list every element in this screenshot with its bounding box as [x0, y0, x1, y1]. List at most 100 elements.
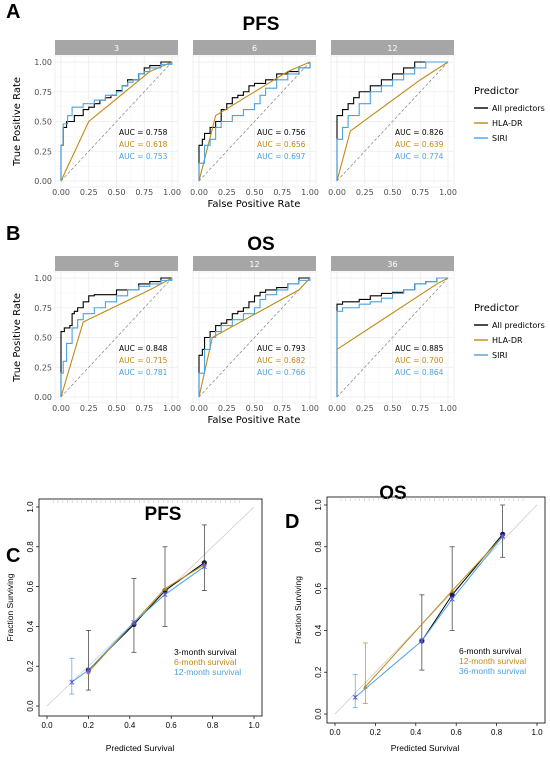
- calibration-line: [88, 564, 205, 673]
- roc-curve-hla: [198, 61, 311, 182]
- facet-36: 36 0.00 0.25 0.50 0.75 1.00 AUC = 0.885 AUC = 0…: [328, 256, 457, 413]
- roc-curve-siri: [198, 62, 311, 181]
- point-marker: [449, 588, 455, 593]
- y-tick-label: 1.0: [26, 501, 35, 513]
- roc-curve-siri: [198, 278, 311, 397]
- legend-item-siri: SIRI: [492, 134, 507, 143]
- x-tick-label: 0.50: [246, 188, 264, 197]
- panel-letter: C: [6, 545, 20, 567]
- facet-strip: [55, 256, 178, 271]
- x-tick-label: 0.2: [83, 721, 95, 730]
- x-tick-label: 0.00: [328, 404, 346, 413]
- x-tick-label: 1.00: [163, 188, 181, 197]
- x-tick-label: 0.50: [108, 188, 126, 197]
- calibration-series-2: [69, 564, 207, 695]
- y-tick-label: 0.2: [314, 666, 323, 678]
- x-tick-label: 0.00: [52, 188, 70, 197]
- facet-strip: [193, 40, 316, 55]
- auc-label-hla: AUC = 0.639: [395, 140, 444, 149]
- auc-label-hla: AUC = 0.715: [119, 356, 168, 365]
- x-tick-label: 0.0: [329, 728, 341, 737]
- point-marker: [162, 586, 168, 591]
- point-marker: [449, 596, 455, 602]
- x-tick-label: 0.6: [451, 728, 463, 737]
- legend-item-1: 6-month survival: [174, 657, 236, 667]
- auc-label-hla: AUC = 0.618: [119, 140, 168, 149]
- roc-curve-hla: [198, 277, 311, 398]
- y-tick-label: 0.25: [34, 147, 52, 156]
- facet-12: 12 0.00 0.25 0.50 0.75 1.00 AUC = 0.826 AUC = 0…: [328, 40, 457, 197]
- roc-curve-all: [198, 62, 311, 181]
- facet-label: 12: [249, 260, 259, 269]
- point-marker: [162, 591, 168, 598]
- y-tick-label: 0.75: [34, 304, 52, 313]
- auc-label-siri: AUC = 0.864: [395, 368, 444, 377]
- x-tick-label: 0.25: [356, 188, 374, 197]
- point-marker: [85, 667, 91, 673]
- facet-label: 36: [387, 260, 397, 269]
- y-tick-label: 0.0: [314, 708, 323, 720]
- x-tick-label: 0.75: [273, 404, 291, 413]
- panel-letter: B: [6, 223, 20, 245]
- facet-12: 12 0.00 0.25 0.50 0.75 1.00 AUC = 0.793 AUC = 0…: [190, 256, 319, 413]
- calibration-line: [354, 536, 504, 698]
- x-tick-label: 1.0: [531, 728, 543, 737]
- panel-title: PFS: [145, 504, 182, 525]
- x-tick-label: 0.75: [273, 188, 291, 197]
- x-tick-label: 1.00: [439, 404, 457, 413]
- calibration-series-2: [352, 533, 506, 709]
- y-tick-label: 0.50: [34, 334, 52, 343]
- x-tick-label: 0.00: [190, 188, 208, 197]
- roc-curve-siri: [60, 278, 173, 397]
- y-axis-title: True Positive Rate: [12, 77, 23, 167]
- y-tick-label: 0.00: [34, 177, 52, 186]
- x-tick-label: 0.4: [410, 728, 422, 737]
- auc-label-hla: AUC = 0.682: [257, 356, 306, 365]
- roc-curve-siri: [336, 61, 448, 181]
- legend-title: Predictor: [474, 303, 520, 314]
- facet-label: 3: [114, 44, 119, 53]
- facet-strip: [331, 256, 454, 271]
- x-axis-title: False Positive Rate: [208, 415, 301, 426]
- auc-label-all: AUC = 0.848: [119, 344, 168, 353]
- auc-label-siri: AUC = 0.774: [395, 152, 444, 161]
- legend-item-2: 36-month survival: [459, 666, 526, 676]
- x-axis-title: False Positive Rate: [208, 199, 301, 210]
- chance-diagonal: [60, 277, 173, 398]
- legend: Predictor All predictors HLA-DR SIRI: [474, 86, 545, 143]
- chance-diagonal: [198, 61, 311, 182]
- point-marker: [419, 638, 425, 644]
- y-tick-label: 1.00: [34, 274, 52, 283]
- y-tick-label: 0.4: [26, 620, 35, 632]
- legend-item-1: 12-month survival: [459, 656, 526, 666]
- calibration-panel-c: C PFS 0.0 0.0 0.2 0.2 0.4 0.4 0.6 0.6 0.8 0.8 1.0 1.0…: [5, 498, 263, 753]
- x-axis-title: Predicted Survival: [391, 743, 460, 753]
- point-marker: [201, 564, 207, 570]
- facet-6: 6 0.00 0.25 0.50 0.75 1.00 AUC = 0.756 AUC = 0.…: [190, 40, 319, 197]
- chance-diagonal: [336, 277, 449, 398]
- point-marker: [69, 679, 75, 685]
- roc-curve-siri: [336, 277, 448, 397]
- facet-label: 6: [114, 260, 119, 269]
- facet-strip: [331, 40, 454, 55]
- auc-label-siri: AUC = 0.753: [119, 152, 168, 161]
- legend: Predictor All predictors HLA-DR SIRI: [474, 303, 545, 360]
- x-tick-label: 0.75: [135, 404, 153, 413]
- roc-curve-all: [198, 277, 310, 397]
- legend-item-hla: HLA-DR: [492, 119, 523, 128]
- facet-label: 12: [387, 44, 397, 53]
- legend-item-2: 12-month survival: [174, 667, 241, 677]
- auc-label-siri: AUC = 0.781: [119, 368, 168, 377]
- legend-item-all: All predictors: [492, 104, 545, 113]
- y-tick-label: 0.0: [26, 700, 35, 712]
- y-tick-label: 1.0: [314, 499, 323, 511]
- x-tick-label: 0.75: [411, 188, 429, 197]
- x-tick-label: 0.25: [80, 188, 98, 197]
- legend-title: Predictor: [474, 86, 520, 97]
- point-marker: [449, 592, 455, 598]
- roc-curve-siri: [60, 62, 173, 181]
- calibration-panel-d: D OS 0.0 0.0 0.2 0.2 0.4 0.4 0.6 0.6 0.8 0.8 1.0 1.0 P…: [285, 483, 546, 753]
- y-tick-label: 0.25: [34, 363, 52, 372]
